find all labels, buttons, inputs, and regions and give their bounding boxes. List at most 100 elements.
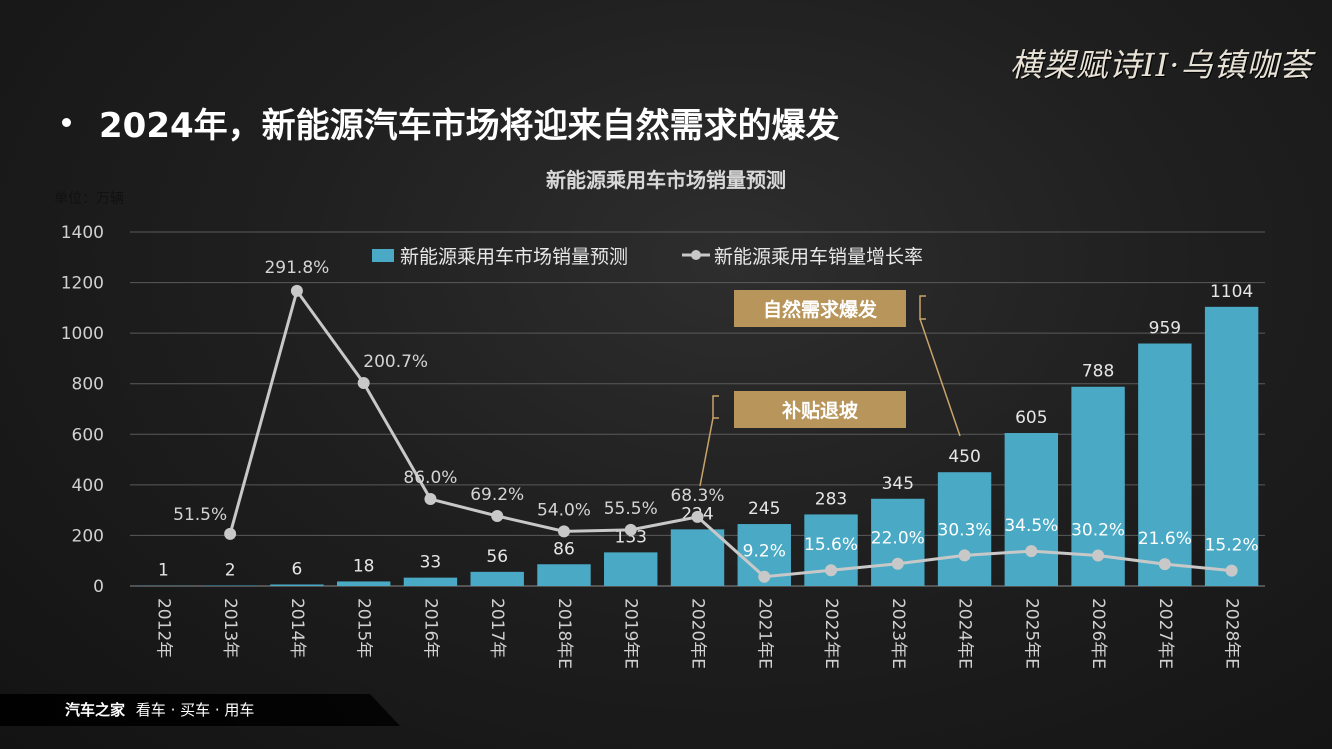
growth-rate-label: 55.5% [604, 499, 658, 519]
footer-band [0, 694, 400, 726]
footer-brand: 汽车之家 [65, 701, 126, 719]
bar-value-label: 788 [1082, 362, 1114, 382]
growth-rate-point [825, 564, 838, 577]
event-logo: 横槊赋诗II·乌镇咖荟 [1010, 46, 1313, 84]
growth-rate-point [1225, 564, 1238, 577]
x-tick-label: 2019年E [621, 598, 641, 669]
bar-value-label: 283 [815, 489, 847, 509]
growth-rate-point [891, 557, 904, 570]
bar [470, 571, 524, 586]
bar [203, 585, 257, 586]
y-tick-label: 0 [93, 577, 104, 597]
x-tick-label: 2021年E [754, 598, 774, 669]
growth-rate-label: 30.3% [938, 520, 992, 540]
bar [1204, 306, 1259, 586]
slide-heading: 2024年，新能源汽车市场将迎来自然需求的爆发 [62, 96, 840, 148]
x-tick-label: 2027年E [1155, 598, 1175, 669]
growth-rate-label: 69.2% [470, 485, 524, 505]
growth-rate-point [691, 510, 704, 523]
y-tick-label: 400 [72, 476, 104, 496]
bar [403, 577, 458, 586]
annotation-box [734, 391, 906, 428]
x-tick-label: 2016年 [420, 598, 440, 658]
bar [537, 564, 591, 586]
bar [1004, 433, 1059, 586]
bar-value-label: 133 [615, 527, 647, 547]
bar [871, 498, 925, 586]
bar [670, 529, 725, 586]
bar-value-label: 450 [948, 447, 980, 467]
bar-value-label: 2 [225, 560, 236, 580]
bar-value-label: 245 [748, 499, 780, 519]
x-tick-label: 2012年 [153, 598, 173, 658]
y-tick-label: 200 [72, 526, 104, 546]
x-tick-label: 2028年E [1222, 598, 1242, 669]
growth-rate-label: 21.6% [1138, 529, 1192, 549]
x-tick-label: 2014年 [287, 598, 307, 658]
bar-value-label: 605 [1015, 408, 1047, 428]
bar-value-label: 6 [291, 559, 302, 579]
x-tick-label: 2024年E [955, 598, 975, 669]
y-tick-label: 600 [72, 425, 104, 445]
y-tick-label: 1000 [61, 324, 104, 344]
legend-bar-label: 新能源乘用车市场销量预测 [400, 246, 628, 268]
annotation-leader [699, 417, 714, 487]
y-tick-label: 1400 [61, 223, 104, 243]
growth-rate-point [1092, 549, 1105, 562]
growth-rate-point [224, 527, 237, 540]
growth-rate-label: 34.5% [1004, 516, 1058, 536]
growth-rate-point [1025, 545, 1038, 558]
legend-line-label: 新能源乘用车销量增长率 [714, 246, 923, 268]
growth-rate-point [290, 284, 303, 297]
bullet-dot [62, 117, 71, 127]
annotation-box [734, 290, 906, 327]
y-tick-label: 800 [72, 375, 104, 395]
bar-value-label: 86 [553, 539, 575, 559]
growth-rate-label: 22.0% [871, 529, 925, 549]
growth-rate-point [557, 525, 570, 538]
footer: 汽车之家 看车 · 买车 · 用车 [65, 694, 254, 726]
bar [604, 552, 658, 586]
growth-rate-point [624, 523, 637, 536]
growth-rate-label: 200.7% [363, 352, 428, 372]
bar-value-label: 1 [158, 561, 169, 581]
x-tick-label: 2017年 [487, 598, 507, 658]
x-tick-label: 2020年E [688, 598, 708, 669]
growth-rate-point [424, 493, 437, 506]
slide-heading-text: 2024年，新能源汽车市场将迎来自然需求的爆发 [99, 105, 840, 146]
growth-rate-point [491, 510, 504, 523]
growth-rate-label: 54.0% [537, 500, 591, 520]
bar [1138, 343, 1192, 586]
x-tick-label: 2022年E [821, 598, 841, 669]
x-tick-label: 2018年E [554, 598, 574, 669]
annotation-bracket [919, 295, 926, 320]
growth-rate-label: 68.3% [670, 486, 724, 506]
x-tick-label: 2013年 [220, 598, 240, 658]
x-tick-label: 2023年E [888, 598, 908, 669]
growth-rate-point [758, 570, 771, 583]
growth-rate-label: 86.0% [403, 468, 457, 488]
bar-value-label: 56 [486, 547, 508, 567]
legend-line-marker [691, 250, 701, 260]
growth-rate-label: 15.6% [804, 535, 858, 555]
chart-title: 新能源乘用车市场销量预测 [546, 168, 786, 192]
bar-value-label: 1104 [1210, 282, 1253, 302]
growth-rate-point [1158, 558, 1171, 571]
legend-bar-swatch [372, 249, 394, 262]
growth-rate-point [958, 549, 971, 562]
growth-rate-label: 15.2% [1205, 536, 1259, 556]
bar [937, 472, 992, 586]
bar [336, 581, 391, 586]
annotation-bracket [712, 395, 719, 419]
annotation-leader [919, 318, 961, 437]
growth-rate-line [228, 287, 1232, 579]
x-tick-label: 2026年E [1088, 598, 1108, 669]
growth-rate-label: 30.2% [1071, 520, 1125, 540]
bar-value-label: 18 [353, 556, 375, 576]
bar-value-label: 959 [1149, 319, 1181, 339]
bar-value-label: 345 [882, 474, 914, 494]
growth-rate-label: 291.8% [264, 258, 329, 278]
growth-rate-label: 51.5% [173, 505, 227, 525]
growth-rate-label: 9.2% [743, 542, 786, 562]
